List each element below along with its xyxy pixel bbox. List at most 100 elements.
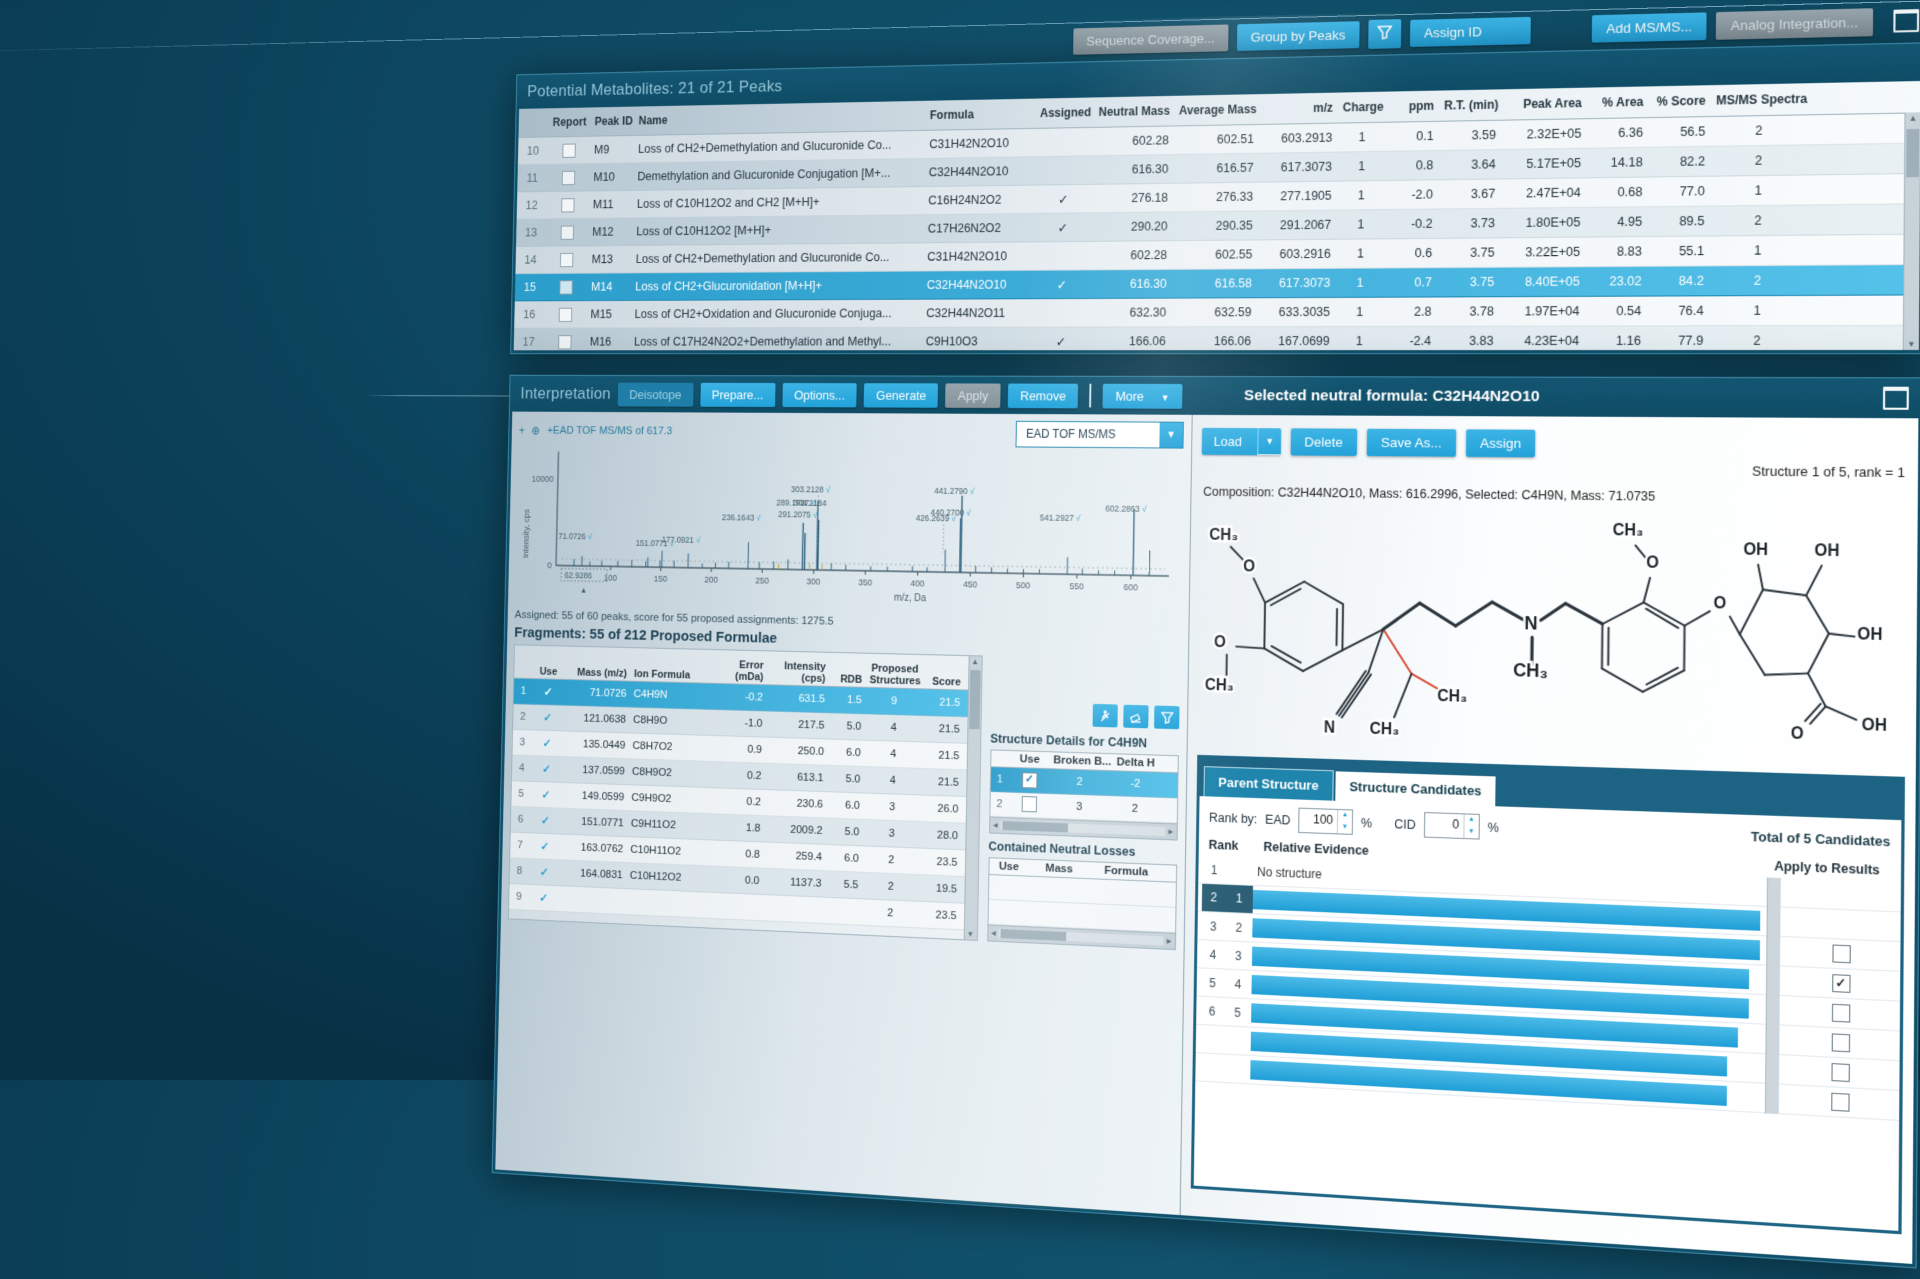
highlight-structure-button[interactable]: [1093, 704, 1118, 728]
scroll-down-icon[interactable]: ▼: [1904, 340, 1919, 349]
report-checkbox[interactable]: [561, 170, 574, 184]
report-checkbox[interactable]: [562, 143, 575, 157]
analog-integration-button[interactable]: Analog Integration...: [1716, 8, 1873, 40]
column-header[interactable]: Charge: [1338, 100, 1388, 115]
scrollbar-thumb[interactable]: [1001, 929, 1066, 941]
column-header[interactable]: Peak ID: [590, 114, 634, 128]
column-header[interactable]: Error (mDa): [711, 658, 768, 685]
stepper-down-icon[interactable]: ▼: [1338, 822, 1352, 834]
scrollbar-track[interactable]: [1001, 821, 1165, 836]
spectrum-tools-icons[interactable]: + ⊕: [519, 424, 542, 437]
column-header[interactable]: R.T. (min): [1439, 97, 1502, 112]
report-checkbox[interactable]: [558, 307, 571, 321]
stepper-up-icon[interactable]: ▲: [1464, 814, 1478, 826]
options-button[interactable]: Options...: [782, 383, 857, 407]
use-check-icon[interactable]: ✓: [542, 764, 551, 776]
apply-to-results-checkbox[interactable]: [1831, 1033, 1849, 1052]
use-checkbox[interactable]: [1021, 795, 1036, 811]
column-header[interactable]: Formula: [1090, 862, 1163, 881]
apply-to-results-checkbox[interactable]: [1831, 1063, 1849, 1082]
report-checkbox[interactable]: [560, 225, 573, 239]
use-check-icon[interactable]: ✓: [544, 687, 553, 699]
column-header[interactable]: Proposed Structures: [866, 661, 924, 688]
assign-button[interactable]: Assign: [1466, 429, 1536, 457]
column-header[interactable]: % Area: [1587, 95, 1649, 110]
column-header[interactable]: Ion Formula: [630, 667, 711, 683]
scroll-up-icon[interactable]: ▲: [1905, 113, 1920, 123]
ead-weight-stepper[interactable]: 100 ▲▼: [1298, 808, 1353, 835]
column-header[interactable]: % Score: [1649, 93, 1711, 109]
column-header[interactable]: Delta H: [1111, 754, 1161, 772]
group-by-peaks-button[interactable]: Group by Peaks: [1237, 21, 1360, 51]
apply-to-results-checkbox[interactable]: [1831, 1093, 1849, 1112]
scroll-left-icon[interactable]: ◄: [992, 821, 1000, 830]
scrollbar-track[interactable]: [999, 929, 1163, 945]
apply-to-results-checkbox[interactable]: [1831, 1004, 1849, 1023]
report-checkbox[interactable]: [560, 253, 573, 267]
use-check-icon[interactable]: ✓: [541, 790, 550, 802]
remove-button[interactable]: Remove: [1008, 383, 1079, 408]
generate-button[interactable]: Generate: [864, 383, 939, 408]
column-header[interactable]: Report: [548, 115, 590, 129]
assign-id-button[interactable]: Assign ID: [1410, 16, 1531, 46]
scroll-down-icon[interactable]: ▼: [964, 929, 976, 938]
column-header[interactable]: ppm: [1387, 99, 1439, 114]
column-header[interactable]: Use: [989, 858, 1029, 875]
scroll-left-icon[interactable]: ◄: [990, 929, 998, 938]
spectrum-type-dropdown[interactable]: EAD TOF MS/MS ▼: [1016, 420, 1184, 448]
scroll-right-icon[interactable]: ►: [1167, 827, 1175, 836]
use-check-icon[interactable]: ✓: [541, 816, 550, 828]
column-header[interactable]: Peak Area: [1501, 96, 1587, 112]
scroll-right-icon[interactable]: ►: [1165, 937, 1173, 946]
column-header[interactable]: Name: [634, 109, 925, 128]
column-header[interactable]: RDB: [829, 672, 866, 687]
delete-button[interactable]: Delete: [1290, 428, 1357, 456]
maximize-icon[interactable]: [1893, 9, 1919, 33]
use-checkbox[interactable]: ✓: [1022, 772, 1037, 788]
filter-button[interactable]: [1368, 19, 1401, 49]
column-header[interactable]: Mass (m/z): [563, 665, 630, 680]
erase-button[interactable]: [1123, 705, 1148, 729]
column-header[interactable]: Use: [533, 665, 563, 679]
metabolites-vertical-scrollbar[interactable]: ▲ ▼: [1903, 112, 1920, 350]
sequence-coverage-button[interactable]: Sequence Coverage...: [1073, 24, 1229, 54]
column-header[interactable]: Formula: [925, 106, 1035, 122]
use-check-icon[interactable]: ✓: [540, 867, 549, 879]
tab-parent-structure[interactable]: Parent Structure: [1203, 766, 1333, 801]
deisotope-button[interactable]: Deisotope: [618, 382, 694, 406]
scrollbar-thumb[interactable]: [1003, 821, 1068, 832]
column-header[interactable]: Score: [923, 675, 964, 690]
stepper-down-icon[interactable]: ▼: [1464, 826, 1478, 838]
filter-details-button[interactable]: [1154, 706, 1180, 730]
scrollbar-thumb[interactable]: [969, 670, 980, 729]
add-msms-button[interactable]: Add MS/MS...: [1592, 12, 1707, 42]
column-header[interactable]: Broken B...: [1049, 752, 1110, 770]
column-header[interactable]: Intensity (cps): [767, 659, 830, 686]
report-checkbox[interactable]: [559, 280, 572, 294]
column-header[interactable]: Neutral Mass: [1094, 104, 1174, 119]
chevron-down-icon[interactable]: ▼: [1257, 428, 1281, 454]
load-button[interactable]: Load ▼: [1202, 427, 1281, 455]
save-as-button[interactable]: Save As...: [1367, 428, 1456, 456]
apply-to-results-checkbox[interactable]: ✓: [1832, 974, 1850, 993]
use-check-icon[interactable]: ✓: [540, 841, 549, 853]
use-check-icon[interactable]: ✓: [543, 713, 552, 725]
cid-weight-stepper[interactable]: 0 ▲▼: [1424, 812, 1480, 840]
column-header[interactable]: Average Mass: [1174, 102, 1259, 117]
stepper-up-icon[interactable]: ▲: [1338, 810, 1352, 822]
column-header[interactable]: Rank: [1208, 838, 1263, 854]
column-header[interactable]: Assigned: [1035, 105, 1094, 120]
column-header[interactable]: Use: [1010, 751, 1050, 768]
column-header[interactable]: m/z: [1259, 101, 1338, 116]
tab-structure-candidates[interactable]: Structure Candidates: [1335, 771, 1496, 806]
report-checkbox[interactable]: [558, 335, 571, 349]
use-check-icon[interactable]: ✓: [539, 893, 548, 905]
scroll-up-icon[interactable]: ▲: [969, 657, 981, 666]
apply-button[interactable]: Apply: [945, 383, 1000, 408]
report-checkbox[interactable]: [561, 198, 574, 212]
scrollbar-thumb[interactable]: [1906, 129, 1919, 177]
